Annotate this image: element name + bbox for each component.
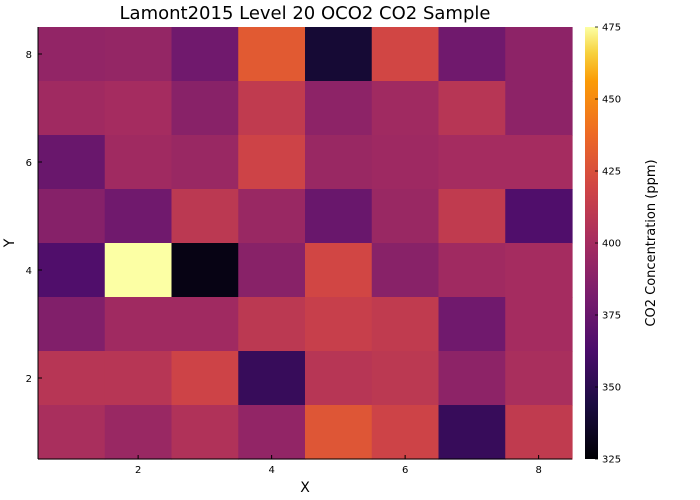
heatmap-cell — [371, 243, 440, 298]
heatmap-cell — [371, 297, 440, 352]
colorbar-tick-label: 475 — [602, 23, 621, 34]
heatmap-cell — [305, 27, 373, 82]
chart-title: Lamont2015 Level 20 OCO2 CO2 Sample — [120, 3, 491, 24]
heatmap-cell — [371, 81, 440, 136]
heatmap-cell — [505, 351, 573, 406]
heatmap-cell — [371, 189, 440, 244]
colorbar-tick-label: 425 — [602, 167, 621, 178]
x-axis-label: X — [300, 480, 310, 496]
heatmap-cell — [438, 351, 506, 406]
heatmap-cell — [38, 351, 106, 406]
colorbar-tick-label: 375 — [602, 311, 621, 322]
heatmap-cell — [38, 135, 106, 190]
heatmap-cell — [171, 405, 239, 460]
heatmap-cell — [305, 189, 373, 244]
heatmap-cell — [438, 297, 506, 352]
heatmap-cells — [38, 27, 573, 460]
heatmap-cell — [171, 135, 239, 190]
heatmap-cell — [38, 189, 106, 244]
heatmap-cell — [38, 297, 106, 352]
heatmap-cell — [38, 81, 106, 136]
heatmap-cell — [171, 351, 239, 406]
heatmap-cell — [438, 243, 506, 298]
heatmap-cell — [505, 81, 573, 136]
heatmap-cell — [104, 351, 173, 406]
heatmap-cell — [238, 243, 306, 298]
heatmap-cell — [238, 27, 306, 82]
heatmap-cell — [371, 351, 440, 406]
heatmap-cell — [238, 351, 306, 406]
x-tick-label: 8 — [535, 465, 541, 476]
heatmap-cell — [171, 27, 239, 82]
heatmap-cell — [171, 297, 239, 352]
colorbar-tick-label: 325 — [602, 455, 621, 466]
heatmap-cell — [371, 405, 440, 460]
heatmap-cell — [171, 189, 239, 244]
colorbar-tick-label: 400 — [602, 239, 621, 250]
heatmap-cell — [438, 27, 506, 82]
y-tick-label: 2 — [26, 374, 32, 385]
heatmap-cell — [505, 243, 573, 298]
heatmap-cell — [505, 135, 573, 190]
heatmap-cell — [238, 81, 306, 136]
y-tick-label: 4 — [26, 266, 32, 277]
heatmap-cell — [238, 189, 306, 244]
x-tick-label: 4 — [268, 465, 274, 476]
heatmap-cell — [38, 27, 106, 82]
y-tick-label: 6 — [26, 158, 32, 169]
heatmap-cell — [104, 81, 173, 136]
heatmap-cell — [104, 405, 173, 460]
colorbar-tick-label: 350 — [602, 383, 621, 394]
x-tick-label: 2 — [135, 465, 141, 476]
heatmap-cell — [505, 405, 573, 460]
heatmap-cell — [438, 189, 506, 244]
heatmap-cell — [305, 297, 373, 352]
heatmap-cell — [305, 405, 373, 460]
heatmap-cell — [438, 135, 506, 190]
heatmap-cell — [104, 297, 173, 352]
heatmap-cell — [38, 405, 106, 460]
x-axis-ticks: 2 4 6 8 — [135, 455, 542, 476]
y-tick-label: 8 — [26, 50, 32, 61]
heatmap-cell — [104, 189, 173, 244]
heatmap-cell — [38, 243, 106, 298]
heatmap-cell — [171, 243, 239, 298]
plot-frame — [37, 27, 572, 460]
colorbar-ticks: 325 350 375 400 425 450 475 — [595, 23, 621, 466]
colorbar-tick-label: 450 — [602, 95, 621, 106]
y-axis-label: Y — [2, 238, 18, 248]
colorbar-label: CO2 Concentration (ppm) — [644, 159, 659, 326]
heatmap-cell — [238, 135, 306, 190]
heatmap-cell — [505, 297, 573, 352]
heatmap-cell — [438, 81, 506, 136]
heatmap-cell — [305, 351, 373, 406]
heatmap-cell — [371, 27, 440, 82]
heatmap-cell — [371, 135, 440, 190]
heatmap-cell — [505, 189, 573, 244]
heatmap-cell — [238, 297, 306, 352]
heatmap-cell — [104, 135, 173, 190]
heatmap-cell — [104, 243, 173, 298]
heatmap-cell — [305, 135, 373, 190]
heatmap-cell — [305, 81, 373, 136]
heatmap-cell — [171, 81, 239, 136]
heatmap-cell — [238, 405, 306, 460]
y-axis-ticks: 2 4 6 8 — [26, 50, 42, 385]
heatmap-cell — [305, 243, 373, 298]
heatmap-cell — [505, 27, 573, 82]
heatmap-cell — [104, 27, 173, 82]
x-tick-label: 6 — [402, 465, 408, 476]
heatmap-cell — [438, 405, 506, 460]
colorbar — [585, 27, 598, 459]
